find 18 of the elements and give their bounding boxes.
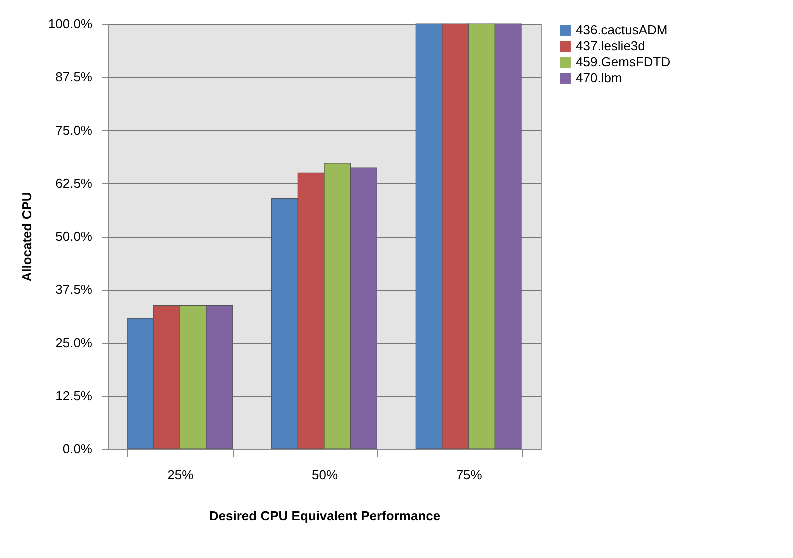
legend-label: 436.cactusADM <box>576 22 668 38</box>
y-tick-label: 0.0% <box>62 442 93 456</box>
y-axis-title: Allocated CPU <box>19 192 34 282</box>
y-tick-label: 62.5% <box>56 176 93 191</box>
y-tick-label: 100.0% <box>48 16 93 32</box>
x-tick-label: 50% <box>312 468 338 482</box>
legend-label: 470.lbm <box>576 70 622 86</box>
x-tick-label: 75% <box>456 468 483 482</box>
legend-label: 437.leslie3d <box>576 38 646 54</box>
y-tick-label: 50.0% <box>56 229 93 244</box>
y-tick-label: 75.0% <box>56 122 93 138</box>
y-tick-label: 25.0% <box>56 335 93 350</box>
legend-label: 459.GemsFDTD <box>576 54 671 70</box>
x-axis-title: Desired CPU Equivalent Performance <box>209 508 441 524</box>
y-tick-label: 87.5% <box>56 70 93 85</box>
y-tick-label: 37.5% <box>56 282 93 298</box>
x-tick-label: 25% <box>168 468 194 482</box>
y-tick-label: 12.5% <box>56 388 93 404</box>
